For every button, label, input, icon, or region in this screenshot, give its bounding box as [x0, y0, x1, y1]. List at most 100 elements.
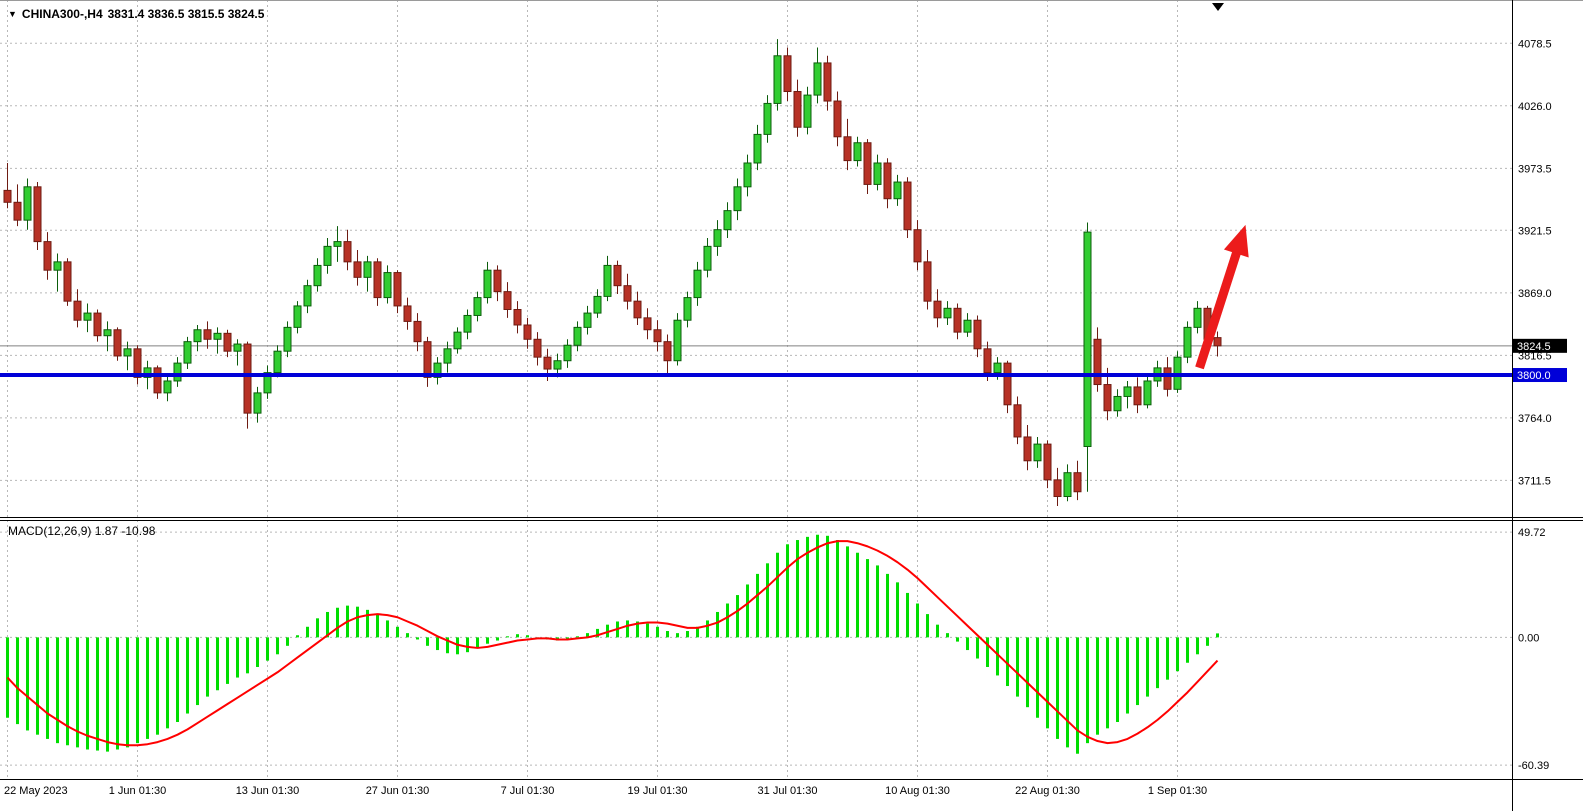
macd-bar [706, 620, 709, 638]
macd-bar [1136, 637, 1139, 706]
macd-bar [756, 573, 759, 638]
candle-body [933, 300, 942, 319]
macd-bar [946, 633, 949, 638]
candle-body [663, 341, 672, 362]
candle [193, 324, 202, 352]
date-label: 19 Jul 01:30 [628, 785, 688, 797]
candle [703, 238, 712, 278]
macd-bar [306, 626, 309, 638]
macd-bar [426, 637, 429, 646]
macd-bar [636, 621, 639, 638]
candle [463, 309, 472, 340]
candle-body [983, 348, 992, 374]
macd-bar [856, 552, 859, 638]
price-tick-label: 3973.5 [1518, 163, 1552, 175]
candle-body [463, 314, 472, 333]
price-axis[interactable]: 4078.5 4026.0 3973.5 3921.5 3869.0 3816.5 3764… [1518, 38, 1552, 772]
candle-body [43, 241, 52, 271]
candle [283, 321, 292, 358]
candle-body [783, 55, 792, 93]
candle [1143, 375, 1152, 409]
candle [363, 255, 372, 292]
badge-text: 3800.0 [1517, 370, 1551, 382]
time-axis[interactable]: 22 May 2023 1 Jun 01:30 13 Jun 01:30 27 Jun… [4, 785, 1207, 797]
macd-bar [1196, 637, 1199, 655]
macd-bar [376, 614, 379, 638]
macd-bar [1156, 637, 1159, 689]
candle [583, 305, 592, 335]
macd-bar [776, 552, 779, 638]
ohlc-values: 3831.4 3836.5 3815.5 3824.5 [107, 7, 265, 21]
date-label: 22 May 2023 [4, 785, 68, 797]
macd-bar [886, 573, 889, 638]
chart-header: ▼ CHINA300-,H4 3831.4 3836.5 3815.5 3824… [8, 7, 264, 21]
candle-body [883, 162, 892, 200]
candle [1173, 351, 1182, 393]
macd-histogram [6, 534, 1219, 754]
candle [93, 309, 102, 342]
candle [1043, 440, 1052, 489]
macd-bar [1116, 637, 1119, 722]
candle-body [93, 312, 102, 337]
macd-bar [6, 637, 9, 718]
candle [253, 386, 262, 423]
candle-body [353, 261, 362, 278]
date-label: 10 Aug 01:30 [885, 785, 950, 797]
macd-bar [246, 637, 249, 674]
macd-bar [1166, 637, 1169, 680]
candle-body [323, 245, 332, 266]
macd-bar [456, 637, 459, 655]
candle [173, 357, 182, 387]
macd-bar [86, 637, 89, 750]
candle-body [103, 329, 112, 337]
macd-bar [1126, 637, 1129, 714]
candle-body [1163, 367, 1172, 390]
candle [133, 345, 142, 385]
candle [563, 339, 572, 368]
macd-bar [36, 637, 39, 735]
macd-bar [26, 637, 29, 731]
candle-body [13, 201, 22, 221]
candle-body [793, 91, 802, 128]
candle [123, 341, 132, 371]
macd-bar [906, 592, 909, 638]
macd-bar [1036, 637, 1039, 718]
candle [883, 158, 892, 209]
candle-body [143, 367, 152, 378]
chart-shift-marker[interactable] [1212, 3, 1224, 11]
candle [913, 220, 922, 271]
symbol-dropdown-icon[interactable]: ▼ [8, 8, 17, 19]
trend-arrow[interactable] [1195, 224, 1249, 370]
macd-bar [1086, 637, 1089, 744]
macd-bar [1046, 637, 1049, 729]
macd-bar [1186, 637, 1189, 663]
badge-bg [1513, 368, 1567, 383]
candle [833, 91, 842, 147]
candle-body [3, 189, 12, 203]
macd-bar [386, 620, 389, 638]
candle [663, 334, 672, 376]
macd-bar [146, 637, 149, 739]
macd-bar [516, 634, 519, 638]
macd-bar [866, 559, 869, 638]
candle [483, 261, 492, 304]
candle [333, 226, 342, 262]
candle-body [863, 142, 872, 185]
candle-body [633, 300, 642, 319]
macd-bar [596, 628, 599, 638]
candle-body [443, 348, 452, 364]
candle-body [1003, 362, 1012, 406]
candle [413, 313, 422, 352]
candle-body [803, 94, 812, 128]
trend-arrow-shaft [1195, 246, 1243, 370]
price-tick-label: 3869.0 [1518, 288, 1552, 300]
candle-body [563, 344, 572, 362]
macd-indicator-label: MACD(12,26,9) 1.87 -10.98 [8, 524, 156, 538]
candle-body [203, 329, 212, 340]
candle-body [133, 348, 142, 378]
candle-body [413, 320, 422, 343]
candle [753, 124, 762, 171]
macd-signal-line [6, 540, 1219, 747]
